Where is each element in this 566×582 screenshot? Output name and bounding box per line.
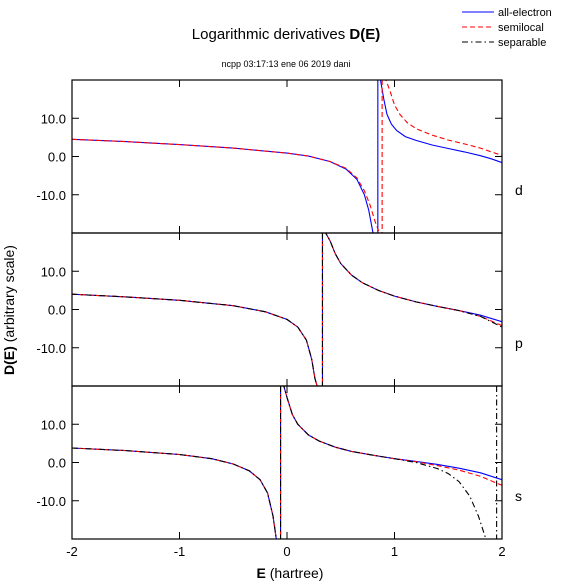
legend: all-electron semilocal separable (462, 7, 552, 49)
y-tick-label: 10.0 (41, 111, 66, 126)
y-tick-label: 10.0 (41, 264, 66, 279)
y-tick-label: 0.0 (48, 303, 66, 318)
panel-d: 10.0 0.0 -10.0 d (36, 79, 523, 234)
y-tick-label: 10.0 (41, 417, 66, 432)
panel-frame (71, 232, 503, 387)
legend-item: all-electron (462, 7, 552, 19)
panels: 10.0 0.0 -10.0 d 10.0 0.0 -10.0 p 10.0 0.0 -10.0 s (36, 79, 523, 540)
panel-s: 10.0 0.0 -10.0 s (36, 385, 522, 540)
series-group (72, 80, 502, 233)
series-all-electron-branch-1 (72, 138, 374, 233)
panel-label-p: p (515, 335, 523, 351)
x-tick-label: 0 (283, 544, 290, 559)
series-group (72, 386, 502, 539)
panel-label-s: s (515, 488, 522, 504)
series-separable-branch-2 (322, 233, 502, 328)
legend-item: semilocal (462, 22, 544, 34)
x-axis-label: E (hartree) (257, 565, 324, 581)
series-separable-branch-1 (72, 293, 318, 386)
panel-frame (71, 79, 503, 234)
panel-label-d: d (515, 182, 523, 198)
x-tick-label: 1 (391, 544, 398, 559)
x-tick-label: -2 (66, 544, 78, 559)
chart-subtitle: ncpp 03:17:13 ene 06 2019 dani (221, 59, 350, 69)
series-all-electron-branch-1 (72, 293, 318, 386)
series-semilocal-branch-2 (322, 233, 502, 327)
series-all-electron-branch-2 (280, 386, 502, 481)
series-group (72, 233, 502, 386)
y-axis-label: D(E) (arbitrary scale) (1, 245, 17, 375)
series-semilocal-branch-1 (72, 293, 318, 386)
series-semilocal-branch-1 (72, 138, 380, 233)
x-tick-label: -1 (174, 544, 186, 559)
panel-p: 10.0 0.0 -10.0 p (36, 232, 523, 387)
series-all-electron-branch-1 (72, 447, 277, 539)
y-tick-label: 0.0 (48, 456, 66, 471)
y-tick-label: 0.0 (48, 150, 66, 165)
y-tick-label: -10.0 (36, 188, 66, 203)
series-semilocal-branch-2 (382, 80, 502, 156)
series-all-electron-branch-2 (322, 233, 502, 323)
y-tick-label: -10.0 (36, 494, 66, 509)
x-tick-labels: -2 -1 0 1 2 (66, 544, 505, 559)
legend-label: semilocal (498, 22, 544, 34)
series-separable-branch-2 (280, 386, 487, 539)
legend-item: separable (462, 37, 546, 49)
series-semilocal-branch-1 (72, 447, 277, 539)
panel-frame (71, 385, 503, 540)
legend-label: all-electron (498, 7, 552, 19)
legend-label: separable (498, 37, 546, 49)
x-tick-label: 2 (498, 544, 505, 559)
y-tick-label: -10.0 (36, 341, 66, 356)
series-separable-branch-1 (72, 447, 277, 539)
series-all-electron-branch-2 (377, 80, 502, 164)
chart-title: Logarithmic derivatives D(E) (192, 26, 380, 43)
